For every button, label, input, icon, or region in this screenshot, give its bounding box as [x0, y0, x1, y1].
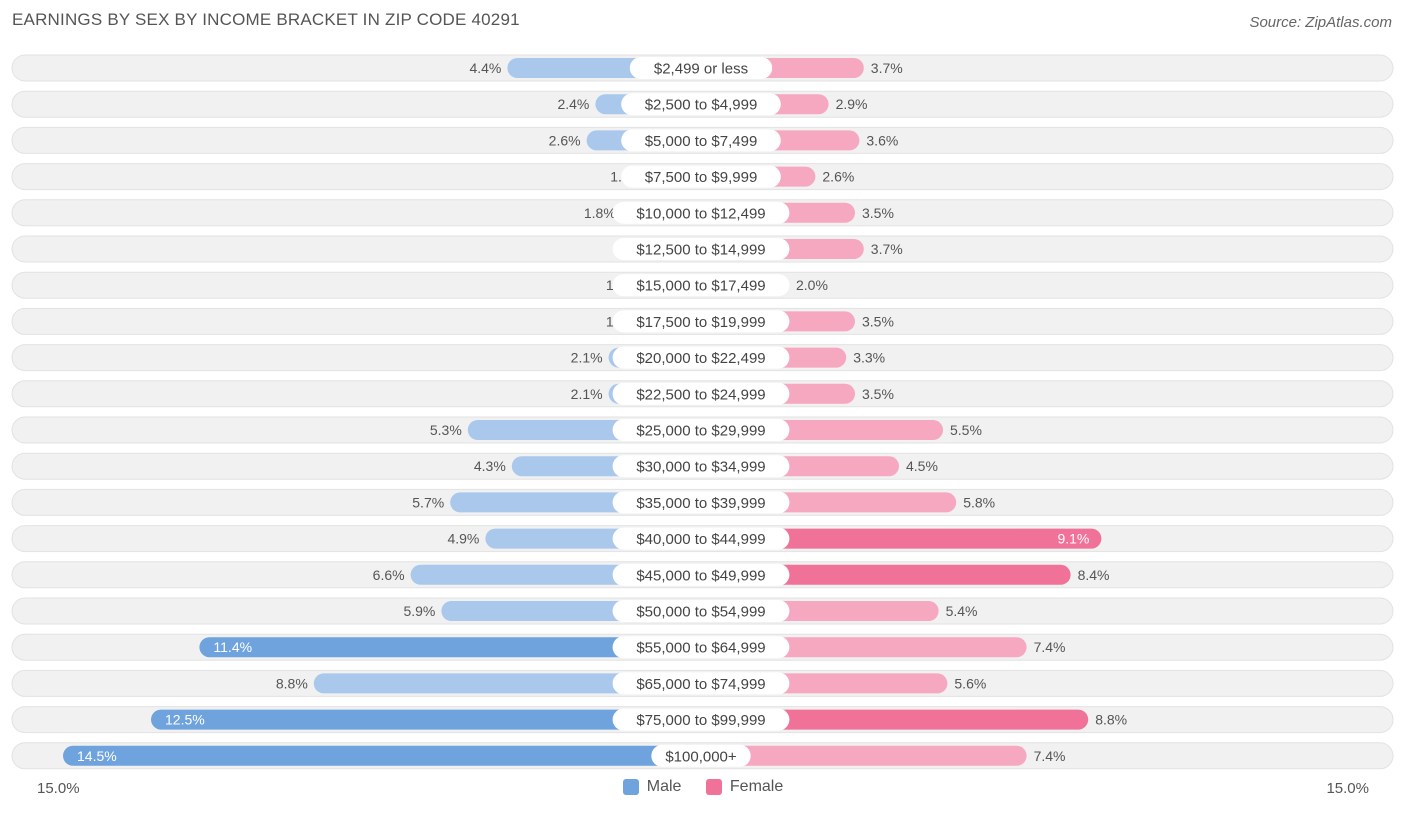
source-credit: Source: ZipAtlas.com [1249, 14, 1392, 31]
male-value-label: 5.3% [430, 422, 462, 438]
category-label: $25,000 to $29,999 [636, 423, 765, 440]
female-value-label: 5.8% [963, 494, 995, 510]
female-value-label: 4.5% [906, 458, 938, 474]
category-label: $22,500 to $24,999 [636, 386, 765, 403]
legend-label-male: Male [646, 778, 682, 795]
female-value-label: 5.6% [954, 675, 986, 691]
female-value-label: 3.7% [871, 60, 903, 76]
category-pill [621, 93, 781, 116]
female-value-label: 3.5% [862, 313, 894, 329]
female-value-label: 8.8% [1095, 712, 1127, 728]
female-value-label: 5.4% [946, 603, 978, 619]
category-label: $10,000 to $12,499 [636, 205, 765, 222]
male-value-label: 2.4% [557, 96, 589, 112]
category-label: $2,500 to $4,999 [645, 97, 758, 114]
male-value-label: 6.6% [373, 567, 405, 583]
category-pill [612, 201, 790, 224]
category-pill [621, 129, 781, 152]
chart-title: EARNINGS BY SEX BY INCOME BRACKET IN ZIP… [12, 10, 520, 29]
female-bar [701, 709, 1089, 730]
category-label: $35,000 to $39,999 [636, 495, 765, 512]
male-value-label: 5.9% [403, 603, 435, 619]
category-label: $30,000 to $34,999 [636, 459, 765, 476]
category-label: $45,000 to $49,999 [636, 567, 765, 584]
female-value-label: 2.6% [822, 169, 854, 185]
female-value-label: 3.5% [862, 386, 894, 402]
axis-right-label: 15.0% [1326, 780, 1369, 797]
female-value-label: 2.9% [836, 96, 868, 112]
legend-item-male[interactable]: Male [622, 778, 682, 796]
female-value-label: 7.4% [1034, 639, 1066, 655]
category-label: $7,500 to $9,999 [645, 169, 758, 186]
male-bar [313, 673, 701, 694]
category-pill [612, 563, 790, 586]
category-pill [612, 310, 790, 333]
legend: Male Female [0, 778, 1406, 800]
category-label: $55,000 to $64,999 [636, 640, 765, 657]
male-value-label: 11.4% [213, 639, 252, 655]
category-pill [612, 636, 790, 659]
category-label: $40,000 to $44,999 [636, 531, 765, 548]
male-bar [151, 709, 701, 730]
category-label: $15,000 to $17,499 [636, 278, 765, 295]
category-pill [612, 382, 790, 405]
male-bar [63, 745, 701, 766]
category-pill [612, 527, 790, 550]
category-pill [612, 238, 790, 260]
category-pill [612, 708, 790, 731]
axis-left-label: 15.0% [37, 780, 80, 797]
female-value-label: 3.6% [866, 132, 898, 148]
category-pill [612, 600, 790, 622]
female-bar [701, 564, 1071, 585]
category-pill [612, 274, 790, 297]
category-label: $5,000 to $7,499 [645, 133, 758, 150]
category-pill [629, 57, 773, 79]
male-value-label: 4.9% [447, 531, 479, 547]
category-pill [651, 744, 751, 767]
category-label: $20,000 to $22,499 [636, 350, 765, 367]
female-bar [701, 745, 1027, 766]
female-value-label: 2.0% [796, 277, 828, 293]
male-value-label: 4.3% [474, 458, 506, 474]
category-label: $65,000 to $74,999 [636, 676, 765, 693]
category-label: $12,500 to $14,999 [636, 242, 765, 259]
legend-item-female[interactable]: Female [705, 778, 784, 796]
female-value-label: 5.5% [950, 422, 982, 438]
female-value-label: 3.3% [853, 350, 885, 366]
category-label: $50,000 to $54,999 [636, 604, 765, 621]
female-value-label: 3.5% [862, 205, 894, 221]
category-label: $100,000+ [665, 748, 737, 765]
male-bar [199, 637, 701, 658]
male-value-label: 12.5% [165, 712, 205, 728]
legend-label-female: Female [729, 778, 784, 795]
female-value-label: 7.4% [1034, 748, 1066, 764]
category-pill [612, 672, 790, 695]
male-swatch-icon [622, 779, 639, 795]
male-value-label: 1.8% [584, 205, 616, 221]
female-bar [701, 528, 1102, 549]
category-label: $17,500 to $19,999 [636, 314, 765, 331]
category-pill [612, 346, 790, 369]
category-label: $75,000 to $99,999 [636, 712, 765, 729]
category-pill [621, 165, 781, 188]
category-pill [612, 455, 790, 478]
male-value-label: 2.1% [571, 386, 603, 402]
male-value-label: 8.8% [276, 675, 308, 691]
category-pill [612, 491, 790, 514]
category-pill [612, 419, 790, 441]
male-value-label: 2.6% [549, 132, 581, 148]
female-value-label: 9.1% [1057, 531, 1089, 547]
male-value-label: 2.1% [571, 350, 603, 366]
male-value-label: 4.4% [469, 60, 501, 76]
category-label: $2,499 or less [654, 61, 748, 78]
female-swatch-icon [705, 779, 722, 795]
female-value-label: 3.7% [871, 241, 903, 257]
male-value-label: 14.5% [77, 748, 117, 764]
female-value-label: 8.4% [1078, 567, 1110, 583]
male-value-label: 5.7% [412, 494, 444, 510]
